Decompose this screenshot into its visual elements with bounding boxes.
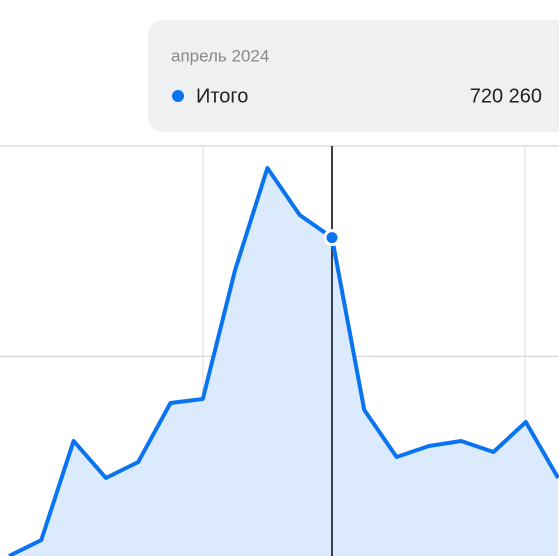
area xyxy=(9,168,559,556)
tooltip-value: 720 260 xyxy=(470,85,542,107)
tooltip-title: апрель 2024 xyxy=(171,46,269,65)
tooltip xyxy=(148,20,559,132)
point xyxy=(323,229,341,247)
plot xyxy=(0,145,559,556)
line xyxy=(8,166,559,556)
legend-label: Итого xyxy=(196,85,248,107)
legend-marker xyxy=(172,90,184,102)
